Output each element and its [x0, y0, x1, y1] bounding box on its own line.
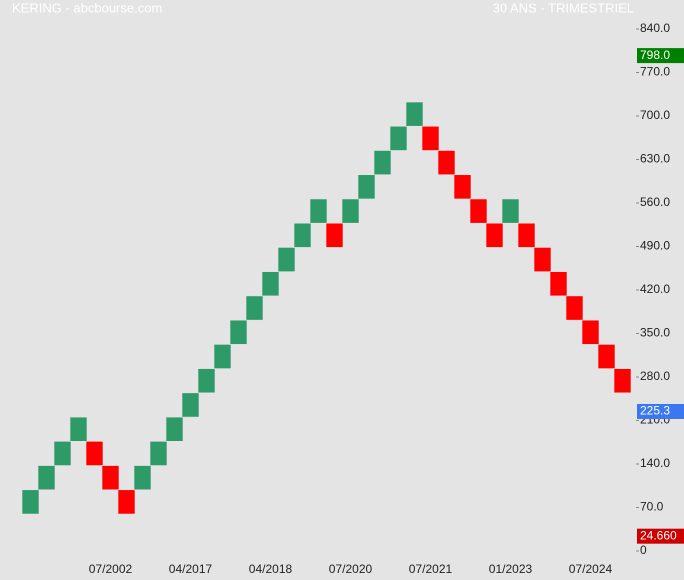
renko-brick	[197, 368, 216, 394]
price-tag	[637, 403, 684, 419]
renko-brick	[101, 465, 120, 491]
y-tick-label: 840.0	[640, 21, 670, 35]
chart-subtitle: 30 ANS - TRIMESTRIEL	[493, 0, 634, 15]
renko-brick	[565, 295, 584, 321]
y-tick-label: 560.0	[640, 195, 670, 209]
y-tick-label: 70.0	[640, 500, 664, 514]
renko-brick	[149, 441, 168, 466]
y-tick-label: 280.0	[640, 369, 670, 383]
renko-brick	[533, 247, 552, 272]
x-tick-label: 04/2017	[169, 562, 213, 576]
renko-brick	[309, 198, 328, 224]
renko-brick	[277, 247, 296, 272]
chart-title: KERING - abcbourse.com	[12, 0, 162, 15]
x-tick-label: 07/2021	[409, 562, 453, 576]
renko-brick	[597, 344, 616, 369]
y-tick-label: 140.0	[640, 456, 670, 470]
y-tick-label: 630.0	[640, 152, 670, 166]
renko-brick	[133, 465, 152, 491]
price-tag	[637, 48, 684, 64]
y-tick-label: 700.0	[640, 108, 670, 122]
y-tick-label: 350.0	[640, 326, 670, 340]
y-tick-label: 0	[640, 543, 647, 557]
renko-brick	[261, 271, 280, 297]
renko-brick	[549, 271, 568, 297]
renko-brick	[421, 125, 440, 151]
x-tick-label: 07/2020	[329, 562, 373, 576]
y-tick-label: 420.0	[640, 282, 670, 296]
x-tick-label: 01/2023	[489, 562, 533, 576]
price-tag-label: 798.0	[640, 48, 670, 62]
renko-brick	[613, 368, 632, 394]
renko-brick	[389, 125, 408, 151]
renko-brick	[517, 222, 536, 248]
renko-brick	[405, 101, 424, 127]
x-tick-label: 07/2024	[569, 562, 613, 576]
price-tag-label: 24.660	[640, 528, 677, 542]
renko-brick	[341, 198, 360, 224]
renko-brick	[373, 150, 392, 176]
y-tick-label: 770.0	[640, 65, 670, 79]
renko-brick	[437, 150, 456, 176]
renko-brick	[213, 344, 232, 369]
renko-brick	[485, 222, 504, 248]
renko-brick	[501, 198, 520, 224]
x-tick-label: 07/2002	[89, 562, 133, 576]
renko-brick	[229, 319, 248, 345]
renko-brick	[37, 465, 56, 491]
x-tick-label: 04/2018	[249, 562, 293, 576]
renko-brick	[117, 489, 136, 515]
price-tag	[637, 528, 684, 544]
renko-brick	[21, 489, 40, 515]
renko-brick	[181, 392, 200, 418]
renko-brick	[85, 441, 104, 466]
renko-brick	[245, 295, 264, 321]
y-tick-label: 490.0	[640, 239, 670, 253]
renko-brick	[469, 198, 488, 224]
renko-brick	[325, 222, 344, 248]
renko-brick	[165, 416, 184, 442]
renko-brick	[453, 174, 472, 200]
renko-brick	[53, 441, 72, 466]
renko-brick	[293, 222, 312, 248]
price-tag-label: 225.3	[640, 404, 670, 418]
renko-brick	[581, 319, 600, 345]
renko-brick	[357, 174, 376, 200]
renko-brick	[69, 416, 88, 442]
